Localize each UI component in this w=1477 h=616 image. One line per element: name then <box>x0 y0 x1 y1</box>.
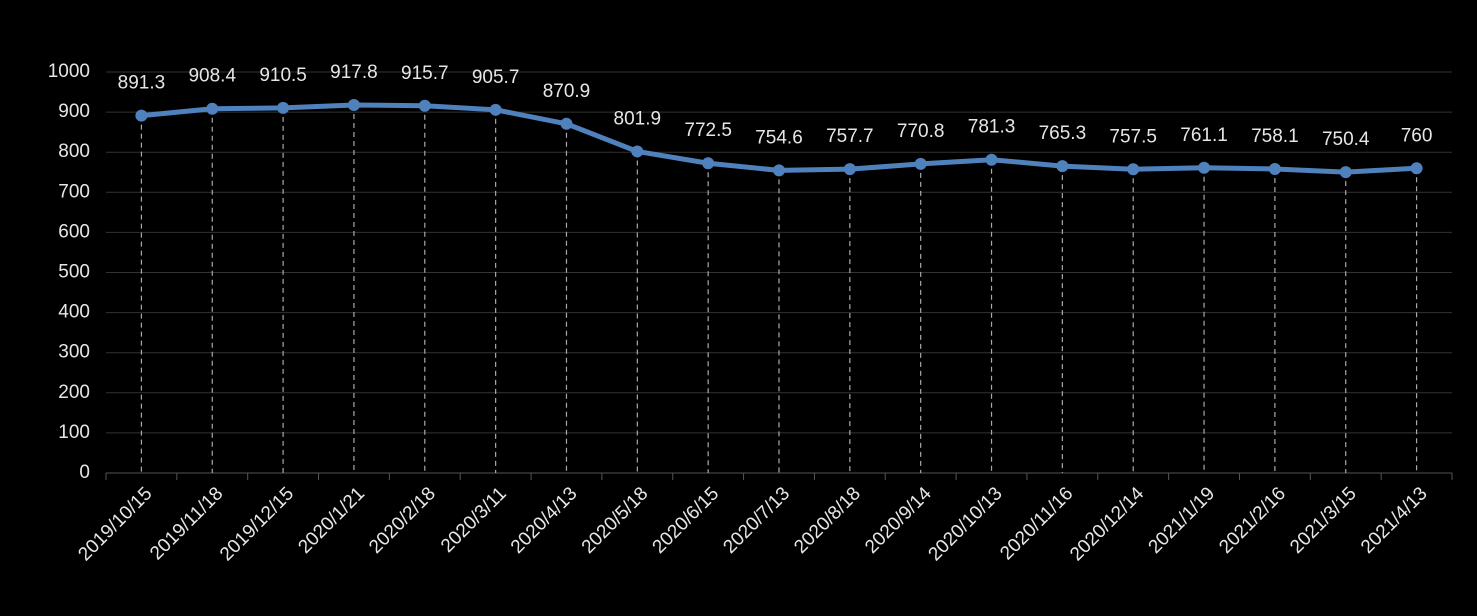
data-label: 915.7 <box>401 63 449 84</box>
x-tick-label: 2020/3/11 <box>437 483 511 557</box>
x-tick-label: 2020/10/13 <box>925 483 1007 565</box>
y-tick-label: 800 <box>58 141 90 162</box>
point <box>418 99 431 112</box>
y-tick-label: 0 <box>79 462 90 483</box>
x-tick-label: 2020/5/18 <box>578 483 653 558</box>
x-tick-label: 2019/12/15 <box>216 483 298 565</box>
data-label: 750.4 <box>1322 129 1370 150</box>
y-tick-label: 900 <box>58 101 90 122</box>
point <box>1339 166 1352 179</box>
data-label: 757.5 <box>1109 126 1157 147</box>
y-tick-label: 100 <box>58 422 90 443</box>
data-label: 757.7 <box>826 126 874 147</box>
x-tick-label: 2020/12/14 <box>1066 483 1148 565</box>
point <box>489 103 502 116</box>
point <box>1056 160 1069 173</box>
x-tick-label: 2019/11/18 <box>146 483 227 564</box>
x-tick-label: 2021/2/16 <box>1215 483 1290 558</box>
data-label: 761.1 <box>1180 125 1228 146</box>
y-tick-label: 500 <box>58 262 90 283</box>
point <box>560 117 573 130</box>
x-tick-label: 2020/6/15 <box>649 483 724 558</box>
data-label: 781.3 <box>968 117 1016 138</box>
x-tick-label: 2021/1/19 <box>1145 483 1220 558</box>
point <box>1268 163 1281 176</box>
data-label: 917.8 <box>330 62 378 83</box>
point <box>985 153 998 166</box>
y-tick-label: 1000 <box>48 61 90 82</box>
data-label: 891.3 <box>118 73 166 94</box>
data-label: 754.6 <box>755 127 803 148</box>
data-label: 760 <box>1401 125 1433 146</box>
point <box>135 109 148 122</box>
data-label: 772.5 <box>684 120 732 141</box>
x-tick-label: 2020/4/13 <box>507 483 582 558</box>
x-tick-label: 2020/9/14 <box>861 483 936 558</box>
data-label: 905.7 <box>472 67 520 88</box>
point <box>206 102 219 115</box>
point <box>277 101 290 114</box>
y-tick-label: 300 <box>58 342 90 363</box>
x-tick-label: 2021/4/13 <box>1357 483 1432 558</box>
x-tick-label: 2020/7/13 <box>719 483 794 558</box>
point <box>1198 161 1211 174</box>
data-label: 910.5 <box>259 65 307 86</box>
x-tick-label: 2020/2/18 <box>365 483 440 558</box>
point <box>843 163 856 176</box>
x-tick-label: 2019/10/15 <box>74 483 156 565</box>
x-tick-label: 2020/11/16 <box>996 483 1077 564</box>
point <box>702 157 715 170</box>
point <box>347 98 360 111</box>
point <box>914 157 927 170</box>
x-tick-label: 2021/3/15 <box>1286 483 1361 558</box>
point <box>773 164 785 177</box>
data-label: 870.9 <box>543 81 591 102</box>
data-label: 758.1 <box>1251 126 1299 147</box>
data-label: 801.9 <box>614 108 662 129</box>
point <box>631 145 644 158</box>
x-tick-label: 2020/8/18 <box>790 483 865 558</box>
data-label: 908.4 <box>188 66 236 87</box>
y-tick-label: 600 <box>58 221 90 242</box>
data-label: 770.8 <box>897 121 945 142</box>
y-tick-label: 700 <box>58 181 90 202</box>
x-tick-label: 2020/1/21 <box>294 483 369 558</box>
point <box>1127 163 1140 176</box>
point <box>1410 162 1423 175</box>
data-label: 765.3 <box>1039 123 1087 144</box>
y-tick-label: 200 <box>58 382 90 403</box>
y-tick-label: 400 <box>58 302 90 323</box>
